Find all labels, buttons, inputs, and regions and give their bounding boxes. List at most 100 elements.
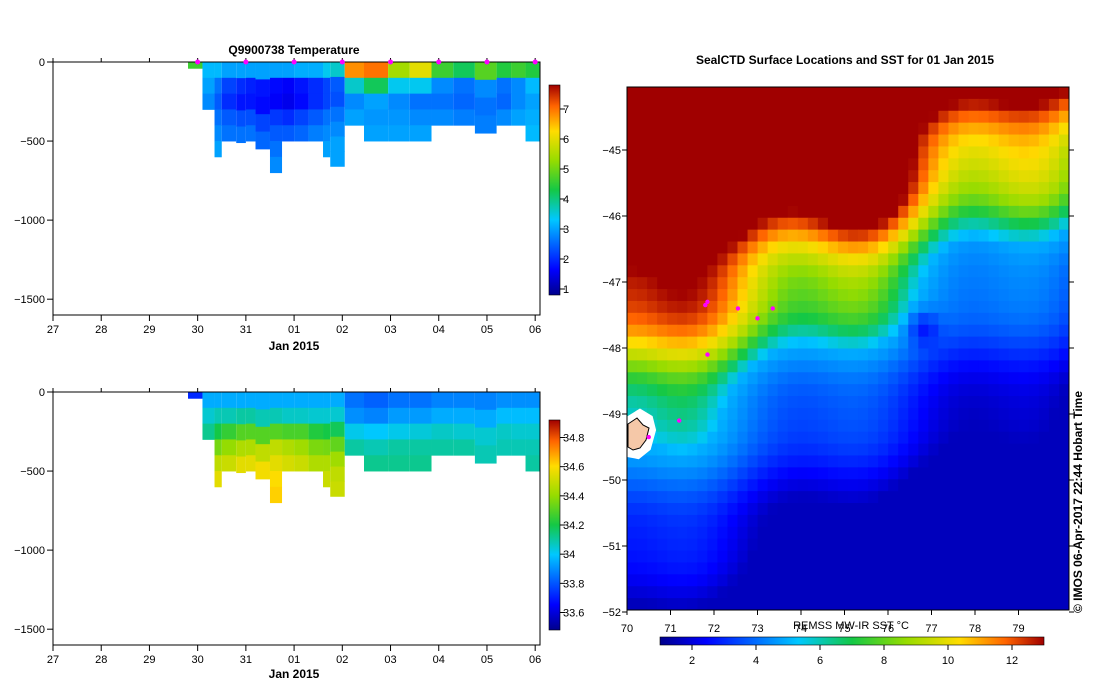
- sst-cell: [1038, 372, 1050, 385]
- sst-cell: [928, 407, 939, 421]
- sst-cell: [858, 467, 869, 480]
- sst-cell: [767, 562, 779, 575]
- sst-cell: [988, 550, 1000, 563]
- section-cell: [409, 423, 432, 440]
- sst-cell: [627, 586, 638, 599]
- sst-cell: [1038, 241, 1050, 254]
- sst-cell: [677, 241, 688, 254]
- sst-cell: [868, 360, 879, 373]
- section-cell: [388, 392, 410, 409]
- sst-cell: [637, 467, 648, 480]
- sst-cell: [667, 324, 678, 338]
- sst-cell: [657, 289, 668, 302]
- sst-cell: [1038, 182, 1050, 195]
- sst-cell: [908, 170, 919, 183]
- sst-cell: [858, 360, 869, 373]
- sst-cell: [1008, 229, 1020, 243]
- sst-cell: [1038, 134, 1050, 147]
- sst-cell: [677, 146, 688, 159]
- sst-cell: [777, 431, 789, 445]
- sst-cell: [797, 574, 809, 587]
- sst-cell: [1038, 598, 1050, 610]
- sst-cell: [958, 598, 970, 610]
- sst-cell: [958, 407, 970, 421]
- section-cell: [255, 444, 270, 462]
- sst-cell: [767, 586, 779, 599]
- sst-cell: [767, 170, 779, 183]
- sst-cell: [747, 241, 759, 254]
- sst-cell: [1058, 312, 1069, 326]
- sst-cell: [727, 598, 738, 610]
- section-cell: [269, 93, 283, 110]
- sst-cell: [1008, 241, 1020, 254]
- sst-cell: [777, 182, 789, 195]
- sst-cell: [1028, 229, 1040, 243]
- sst-cell: [1058, 182, 1069, 195]
- sst-cell: [647, 443, 658, 456]
- x-tick-label: 28: [95, 654, 107, 666]
- sst-cell: [687, 193, 698, 207]
- sst-cell: [667, 265, 678, 278]
- sst-cell: [908, 479, 919, 492]
- sst-cell: [627, 87, 638, 100]
- sst-cell: [878, 491, 889, 504]
- sst-cell: [727, 87, 738, 100]
- sst-cell: [667, 419, 678, 433]
- sst-cell: [938, 312, 949, 326]
- sst-cell: [767, 514, 779, 528]
- sst-cell: [697, 205, 708, 219]
- sst-cell: [787, 122, 799, 136]
- sst-cell: [767, 407, 779, 421]
- sst-cell: [998, 503, 1010, 516]
- sst-cell: [677, 514, 688, 528]
- sst-cell: [677, 324, 688, 338]
- sst-cell: [677, 87, 688, 100]
- sst-cell: [1058, 598, 1069, 610]
- sst-cell: [948, 122, 959, 136]
- sst-cell: [747, 229, 759, 243]
- sst-cell: [637, 193, 648, 207]
- sst-cell: [707, 170, 718, 183]
- sst-cell: [627, 253, 638, 266]
- sst-cell: [677, 443, 688, 456]
- sst-cell: [677, 562, 688, 575]
- sst-cell: [848, 503, 859, 516]
- sst-cell: [697, 586, 708, 599]
- sst-cell: [677, 348, 688, 361]
- sst-cell: [827, 312, 839, 326]
- sst-colorbar-label: REMSS MW-IR SST °C: [793, 620, 909, 632]
- section-cell: [269, 471, 283, 488]
- sst-cell: [767, 526, 779, 540]
- sst-cell: [627, 289, 638, 302]
- sst-cell: [938, 217, 949, 231]
- sst-cell: [717, 182, 728, 195]
- section-cell: [236, 110, 246, 127]
- sst-cell: [637, 586, 648, 599]
- sst-cell: [747, 407, 759, 421]
- sst-cell: [697, 122, 708, 136]
- sst-cell: [978, 443, 990, 456]
- sst-cell: [918, 122, 929, 136]
- sst-cell: [1018, 514, 1030, 528]
- sst-cell: [878, 598, 889, 610]
- x-tick-label: 29: [143, 324, 155, 336]
- sst-cell: [657, 87, 668, 100]
- sst-cell: [807, 146, 819, 159]
- sst-cell: [1018, 205, 1030, 219]
- sst-cell: [898, 182, 909, 195]
- sst-cell: [968, 384, 980, 397]
- section-cell: [245, 93, 256, 110]
- sst-cell: [998, 384, 1010, 397]
- sst-cell: [777, 289, 789, 302]
- sst-cell: [817, 146, 829, 159]
- sst-cell: [757, 98, 769, 112]
- sst-cell: [737, 336, 749, 349]
- section-cell: [202, 77, 215, 95]
- sst-cell: [807, 455, 819, 468]
- sst-cell: [1028, 419, 1040, 433]
- sst-cell: [727, 205, 738, 219]
- sst-cell: [677, 277, 688, 290]
- section-cell: [308, 407, 324, 425]
- section-cell: [245, 392, 256, 409]
